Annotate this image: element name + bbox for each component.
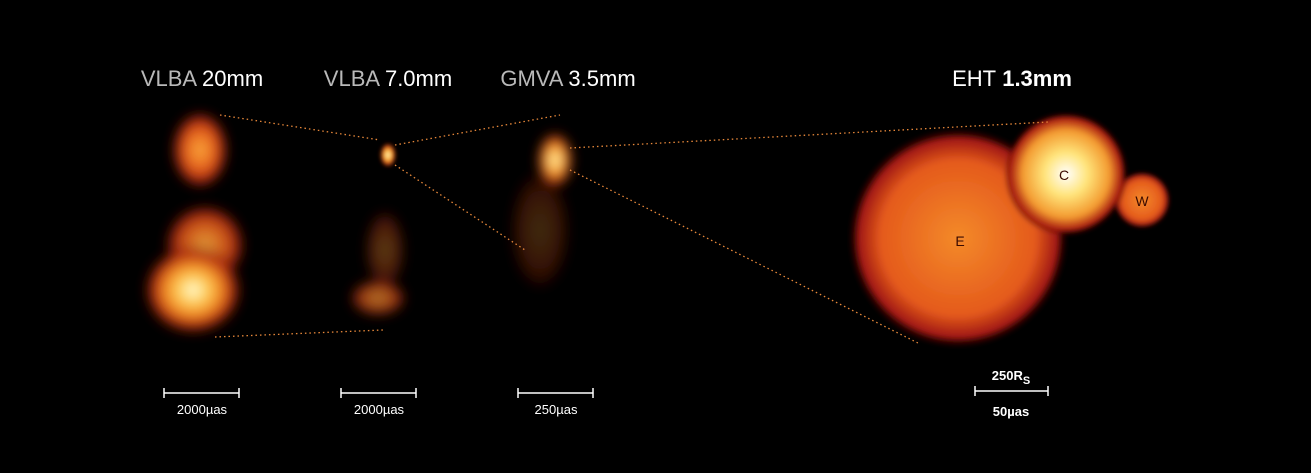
panel-title: EHT 1.3mm: [952, 66, 1072, 91]
panel-title: GMVA 3.5mm: [500, 66, 635, 91]
scale-bars: [163, 386, 1049, 398]
array: EHT: [952, 66, 996, 91]
scale-label-alt: 250RS: [992, 368, 1030, 387]
image-gmva-3mm: [510, 132, 573, 290]
wavelength: 20mm: [202, 66, 263, 91]
image-eht: [848, 112, 1170, 348]
wavelength: 3.5mm: [568, 66, 635, 91]
panel-title: VLBA 20mm: [141, 66, 263, 91]
wavelength: 7.0mm: [385, 66, 452, 91]
array: VLBA: [141, 66, 198, 91]
scale-label: 2000µas: [354, 402, 405, 417]
component-label: W: [1135, 193, 1149, 209]
image-vlba-7mm: [350, 210, 406, 316]
wavelength: 1.3mm: [1002, 66, 1072, 91]
image-core: [380, 143, 396, 167]
scale-text: 250R: [992, 368, 1024, 383]
scale-subscript: S: [1023, 375, 1030, 387]
array: VLBA: [324, 66, 381, 91]
array: GMVA: [500, 66, 563, 91]
connectors: [214, 114, 1049, 344]
component-label: C: [1059, 167, 1069, 183]
scale-label: 50µas: [993, 404, 1029, 419]
image-vlba-20mm: [143, 112, 245, 335]
scale-label: 250µas: [535, 402, 578, 417]
panel-title: VLBA 7.0mm: [324, 66, 452, 91]
scale-label: 2000µas: [177, 402, 228, 417]
component-label: E: [955, 233, 964, 249]
